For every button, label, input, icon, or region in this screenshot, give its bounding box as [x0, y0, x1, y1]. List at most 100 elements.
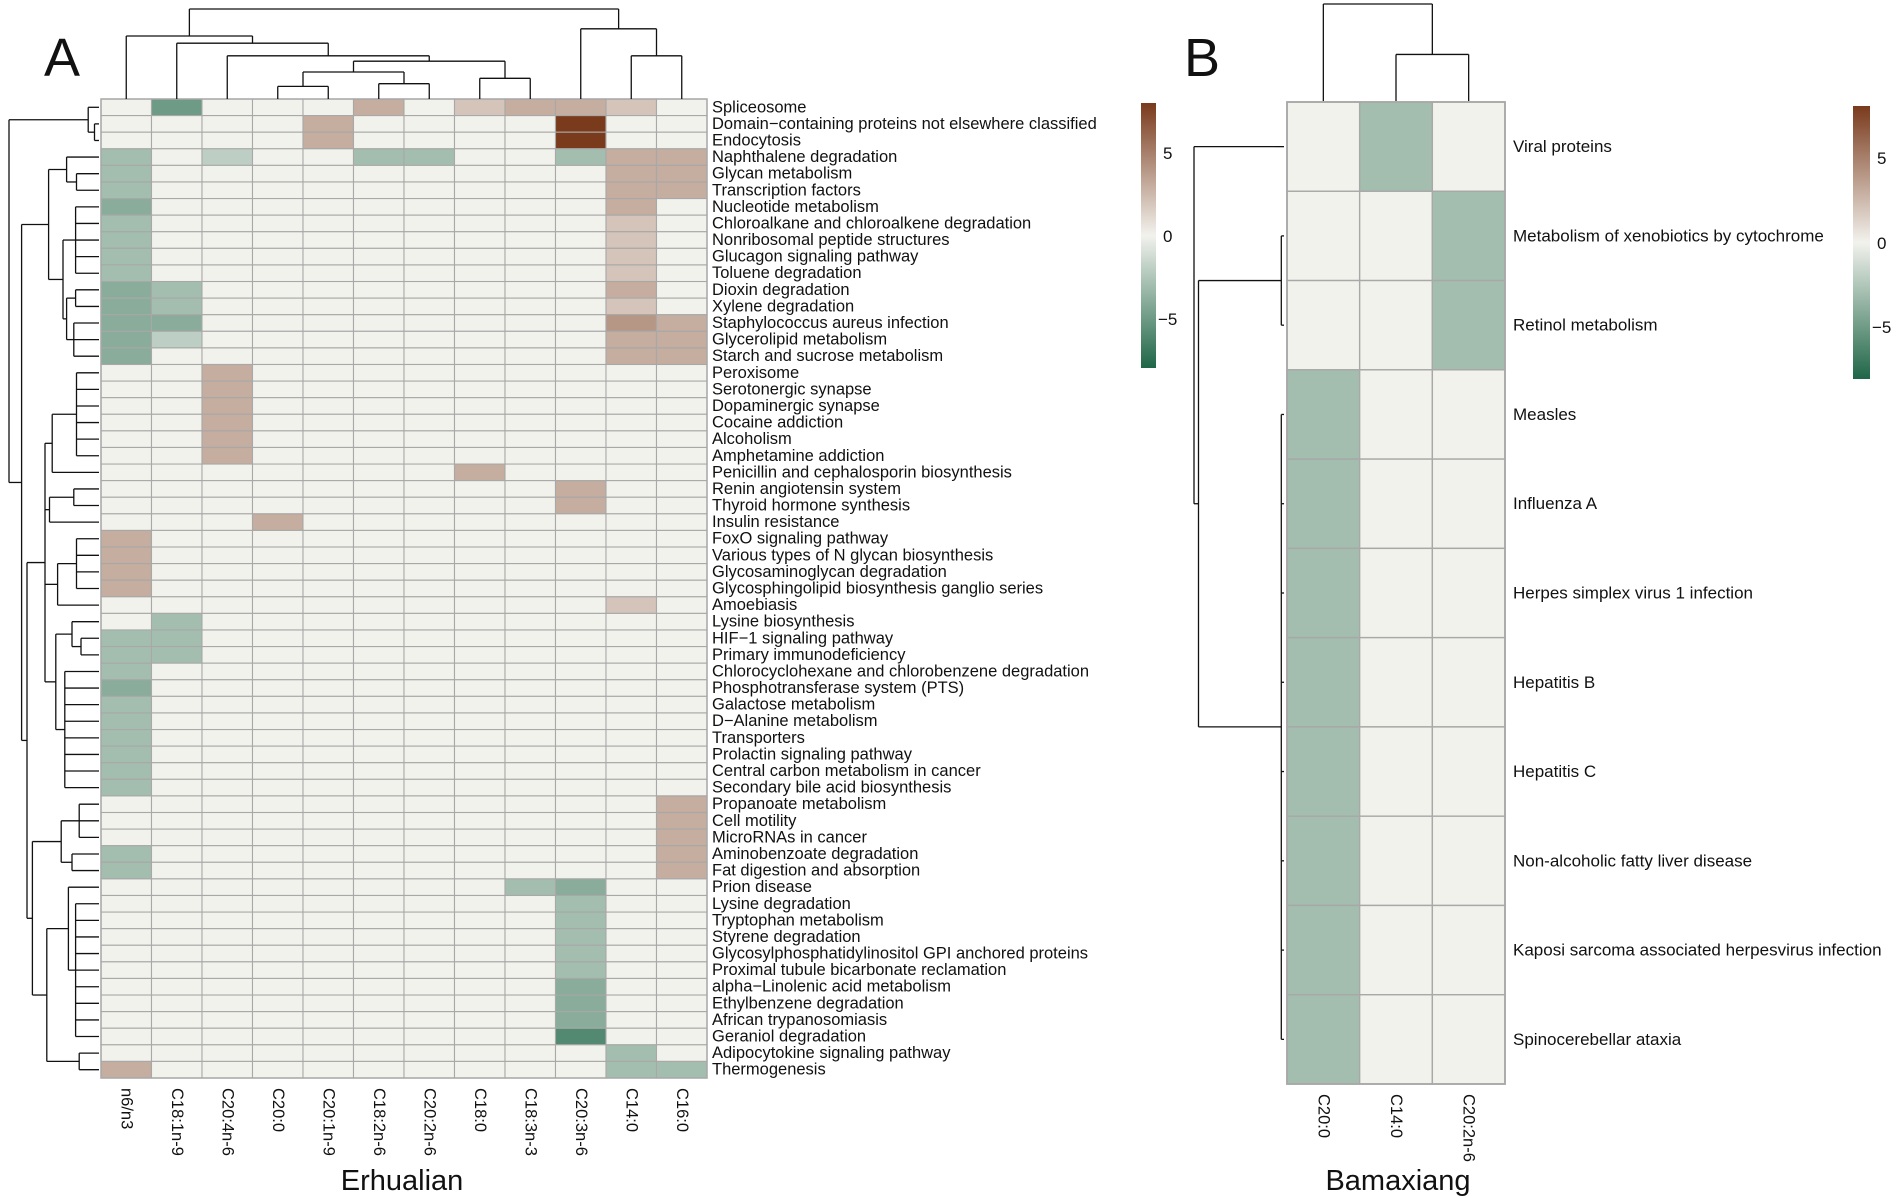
- heat-cell: [657, 912, 708, 929]
- heat-cell: [202, 165, 253, 182]
- heat-cell: [657, 116, 708, 133]
- heat-cell: [606, 779, 657, 796]
- heat-cell: [606, 364, 657, 381]
- heat-cell: [202, 315, 253, 332]
- heat-cell: [354, 730, 405, 747]
- heat-cell: [152, 829, 203, 846]
- heat-cell: [657, 1061, 708, 1078]
- heat-cell: [606, 1028, 657, 1045]
- heat-cell: [556, 862, 607, 879]
- heat-cell: [152, 1061, 203, 1078]
- heat-cell: [606, 580, 657, 597]
- heat-cell: [152, 1012, 203, 1029]
- heat-cell: [253, 945, 304, 962]
- heat-cell: [455, 232, 506, 249]
- heat-cell: [505, 647, 556, 664]
- heat-cell: [404, 564, 455, 581]
- heat-cell: [354, 282, 405, 299]
- row-label-spinocerebellar-ataxia: Spinocerebellar ataxia: [1513, 1030, 1682, 1049]
- heat-cell: [152, 995, 203, 1012]
- heat-cell: [505, 182, 556, 199]
- heat-cell: [606, 282, 657, 299]
- heat-cell: [303, 613, 354, 630]
- heat-cell: [303, 829, 354, 846]
- heat-cell: [1432, 102, 1505, 191]
- heat-cell: [606, 481, 657, 498]
- heat-cell: [253, 331, 304, 348]
- heat-cell: [1360, 816, 1433, 905]
- heat-cell: [455, 564, 506, 581]
- heat-cell: [505, 447, 556, 464]
- row-label-glycan-metabolism: Glycan metabolism: [712, 165, 852, 183]
- heat-cell: [253, 514, 304, 531]
- row-label-cocaine-addiction: Cocaine addiction: [712, 414, 843, 432]
- heat-cell: [556, 1012, 607, 1029]
- heat-cell: [152, 481, 203, 498]
- heat-cell: [657, 1012, 708, 1029]
- heat-cell: [455, 647, 506, 664]
- heat-cell: [606, 514, 657, 531]
- row-label-glycosphingolipid-biosynthesis-ganglio-series: Glycosphingolipid biosynthesis ganglio s…: [712, 580, 1043, 598]
- heat-cell: [404, 779, 455, 796]
- heat-cell: [101, 265, 152, 282]
- heat-cell: [1360, 995, 1433, 1084]
- heat-cell: [657, 978, 708, 995]
- heat-cell: [101, 730, 152, 747]
- heat-cell: [202, 945, 253, 962]
- heat-cell: [556, 945, 607, 962]
- heat-cell: [303, 431, 354, 448]
- row-label-spliceosome: Spliceosome: [712, 98, 806, 116]
- heat-cell: [101, 447, 152, 464]
- heat-cell: [253, 846, 304, 863]
- heat-cell: [202, 1061, 253, 1078]
- row-label-staphylococcus-aureus-infection: Staphylococcus aureus infection: [712, 314, 949, 332]
- row-label-toluene-degradation: Toluene degradation: [712, 264, 862, 282]
- heat-cell: [556, 978, 607, 995]
- heat-cell: [202, 746, 253, 763]
- row-label-chlorocyclohexane-and-chlorobenzene-degradation: Chlorocyclohexane and chlorobenzene degr…: [712, 662, 1089, 680]
- heat-cell: [505, 1045, 556, 1062]
- heat-cell: [303, 1012, 354, 1029]
- heat-cell: [202, 1045, 253, 1062]
- heat-cell: [101, 962, 152, 979]
- heat-cell: [101, 696, 152, 713]
- row-label-central-carbon-metabolism-in-cancer: Central carbon metabolism in cancer: [712, 762, 981, 780]
- heat-cell: [657, 995, 708, 1012]
- heat-cell: [556, 696, 607, 713]
- heat-cell: [354, 879, 405, 896]
- heat-cell: [404, 895, 455, 912]
- heat-cell: [404, 199, 455, 216]
- heat-cell: [354, 348, 405, 365]
- heat-cell: [354, 182, 405, 199]
- heat-cell: [606, 149, 657, 166]
- heat-cell: [202, 978, 253, 995]
- heat-cell: [606, 895, 657, 912]
- heat-cell: [556, 630, 607, 647]
- heat-cell: [455, 597, 506, 614]
- heat-cell: [101, 348, 152, 365]
- heat-cell: [1360, 905, 1433, 994]
- heat-cell: [404, 265, 455, 282]
- heat-cell: [606, 630, 657, 647]
- heat-cell: [657, 381, 708, 398]
- heat-cell: [404, 746, 455, 763]
- heat-cell: [101, 995, 152, 1012]
- heat-cell: [505, 530, 556, 547]
- heat-cell: [354, 696, 405, 713]
- heat-cell: [354, 298, 405, 315]
- heat-cell: [606, 846, 657, 863]
- heat-cell: [657, 829, 708, 846]
- heat-cell: [202, 895, 253, 912]
- heat-cell: [606, 99, 657, 116]
- heat-cell: [657, 796, 708, 813]
- row-label-primary-immunodeficiency: Primary immunodeficiency: [712, 646, 906, 664]
- heat-cell: [455, 846, 506, 863]
- heat-cell: [455, 348, 506, 365]
- heat-cell: [556, 713, 607, 730]
- heat-cell: [202, 763, 253, 780]
- heat-cell: [152, 879, 203, 896]
- heat-cell: [253, 165, 304, 182]
- heat-cell: [505, 829, 556, 846]
- row-label-african-trypanosomiasis: African trypanosomiasis: [712, 1011, 887, 1029]
- heat-cell: [152, 929, 203, 946]
